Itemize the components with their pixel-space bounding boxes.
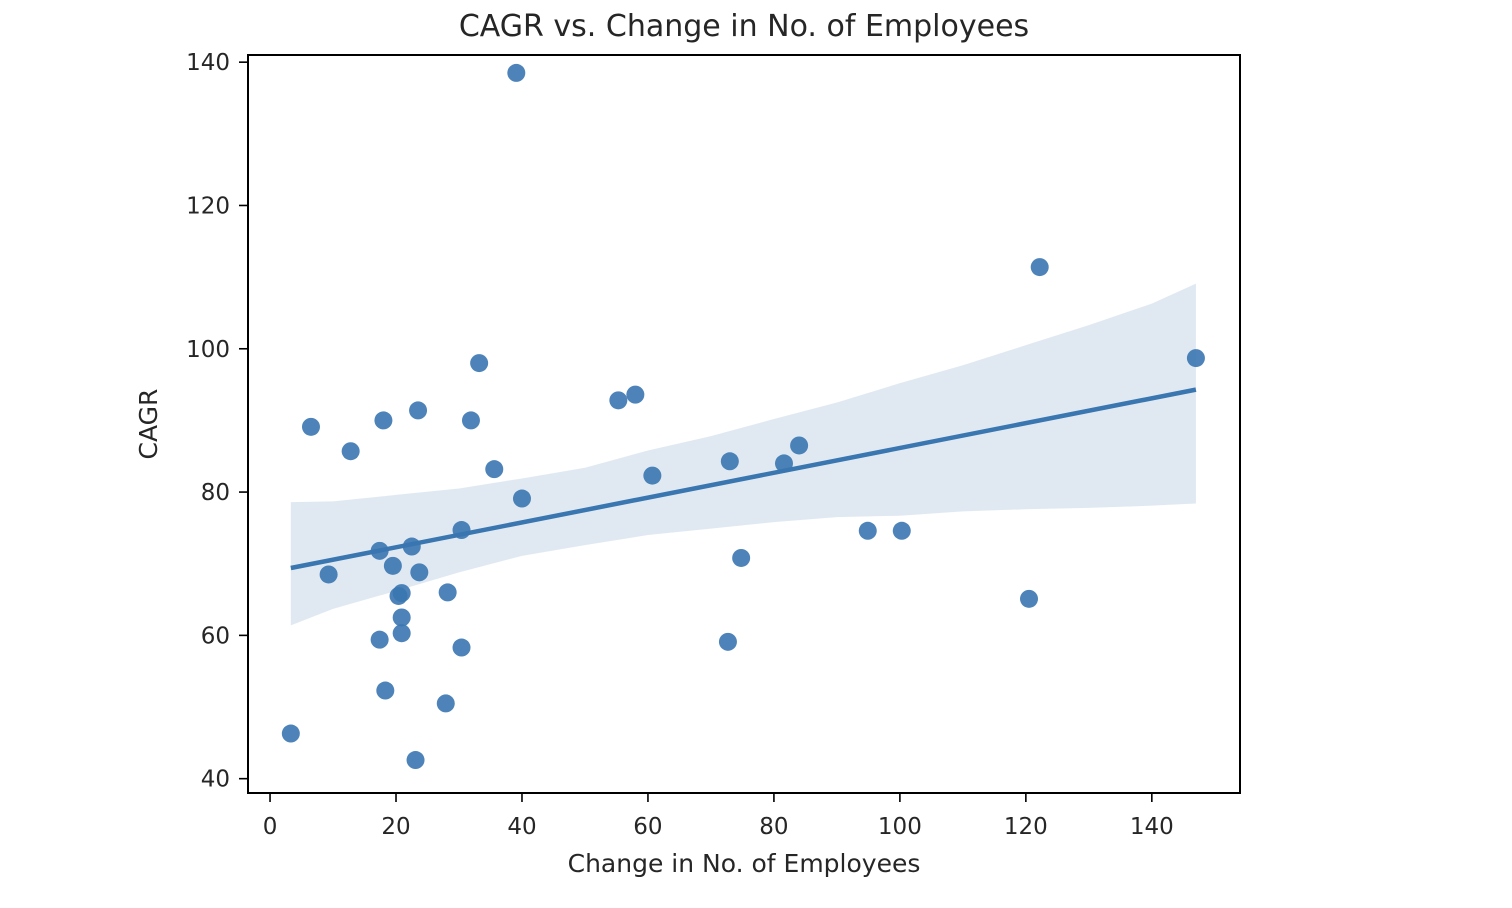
x-tick-label: 100	[878, 814, 922, 840]
x-axis-ticks: 0 20 40 60 80 100 120 140	[263, 793, 1174, 840]
x-tick-label: 120	[1004, 814, 1048, 840]
data-point	[718, 632, 737, 651]
data-point	[774, 454, 793, 473]
y-axis-label: CAGR	[134, 389, 163, 460]
data-point	[643, 466, 662, 485]
y-tick-label: 80	[201, 480, 230, 506]
data-point	[1186, 349, 1205, 368]
confidence-band-layer	[290, 283, 1196, 626]
x-tick-label: 60	[633, 814, 662, 840]
regression-line-layer	[290, 387, 1197, 571]
data-point	[406, 751, 425, 770]
data-point	[392, 624, 411, 643]
y-tick-label: 40	[201, 767, 230, 793]
data-point	[470, 354, 489, 373]
x-tick-label: 0	[263, 814, 278, 840]
data-point	[436, 694, 455, 713]
data-point	[452, 638, 471, 657]
y-tick-label: 140	[186, 50, 230, 76]
x-tick-label: 20	[381, 814, 410, 840]
data-point	[383, 556, 402, 575]
y-axis-ticks: 40 60 80 100 120 140	[186, 50, 248, 793]
data-point	[319, 565, 338, 584]
confidence-band	[290, 283, 1196, 626]
data-point	[370, 630, 389, 649]
data-point	[402, 537, 421, 556]
chart-title: CAGR vs. Change in No. of Employees	[459, 9, 1029, 44]
x-tick-label: 40	[507, 814, 536, 840]
data-point	[341, 442, 360, 461]
x-tick-label: 80	[759, 814, 788, 840]
data-point	[609, 391, 628, 410]
data-point	[392, 584, 411, 603]
regression-line	[290, 387, 1197, 571]
data-points-layer	[281, 63, 1205, 770]
y-tick-label: 120	[186, 193, 230, 219]
data-point	[720, 452, 739, 471]
y-tick-label: 60	[201, 623, 230, 649]
data-point	[1020, 589, 1039, 608]
data-point	[370, 541, 389, 560]
y-tick-label: 100	[186, 337, 230, 363]
data-point	[512, 489, 531, 508]
data-point	[892, 521, 911, 540]
data-point	[732, 548, 751, 567]
data-point	[452, 521, 471, 540]
x-axis-label: Change in No. of Employees	[568, 849, 921, 878]
data-point	[376, 681, 395, 700]
data-point	[858, 521, 877, 540]
data-point	[790, 436, 809, 455]
data-point	[438, 583, 457, 602]
data-point	[301, 417, 320, 436]
x-tick-label: 140	[1130, 814, 1174, 840]
data-point	[461, 411, 480, 430]
data-point	[626, 385, 645, 404]
data-point	[485, 460, 504, 479]
data-point	[392, 608, 411, 627]
data-point	[1030, 258, 1049, 277]
data-point	[374, 411, 393, 430]
data-point	[507, 63, 526, 82]
data-point	[409, 401, 428, 420]
data-point	[410, 563, 429, 582]
plot-frame	[247, 54, 1241, 794]
data-point	[281, 724, 300, 743]
